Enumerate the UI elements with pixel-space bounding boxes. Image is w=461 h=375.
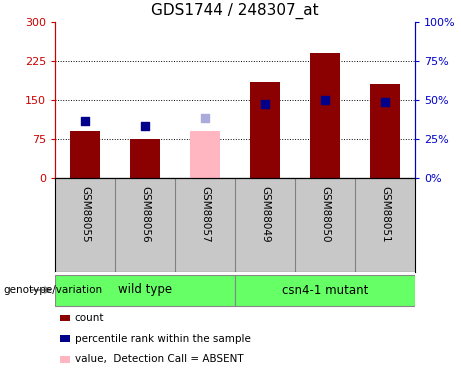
Bar	[250, 82, 280, 178]
Point	[261, 101, 269, 107]
Text: GSM88056: GSM88056	[140, 186, 150, 242]
Bar	[235, 274, 415, 306]
Bar	[70, 131, 100, 178]
Bar	[55, 274, 235, 306]
Text: value,  Detection Call = ABSENT: value, Detection Call = ABSENT	[75, 354, 243, 364]
Text: percentile rank within the sample: percentile rank within the sample	[75, 334, 251, 344]
Text: csn4-1 mutant: csn4-1 mutant	[282, 284, 368, 297]
Text: GSM88049: GSM88049	[260, 186, 270, 242]
Title: GDS1744 / 248307_at: GDS1744 / 248307_at	[151, 3, 319, 19]
Point	[142, 123, 149, 129]
Text: count: count	[75, 313, 104, 323]
Bar	[190, 131, 220, 178]
Point	[321, 97, 329, 103]
Text: GSM88050: GSM88050	[320, 186, 330, 242]
Text: genotype/variation: genotype/variation	[3, 285, 102, 295]
Text: GSM88051: GSM88051	[380, 186, 390, 242]
Point	[381, 99, 389, 105]
Point	[81, 118, 89, 124]
Point	[201, 115, 209, 121]
Bar	[130, 139, 160, 178]
Bar	[310, 53, 340, 178]
Bar	[370, 84, 400, 178]
Text: GSM88057: GSM88057	[200, 186, 210, 242]
Text: wild type: wild type	[118, 284, 172, 297]
Text: GSM88055: GSM88055	[80, 186, 90, 242]
